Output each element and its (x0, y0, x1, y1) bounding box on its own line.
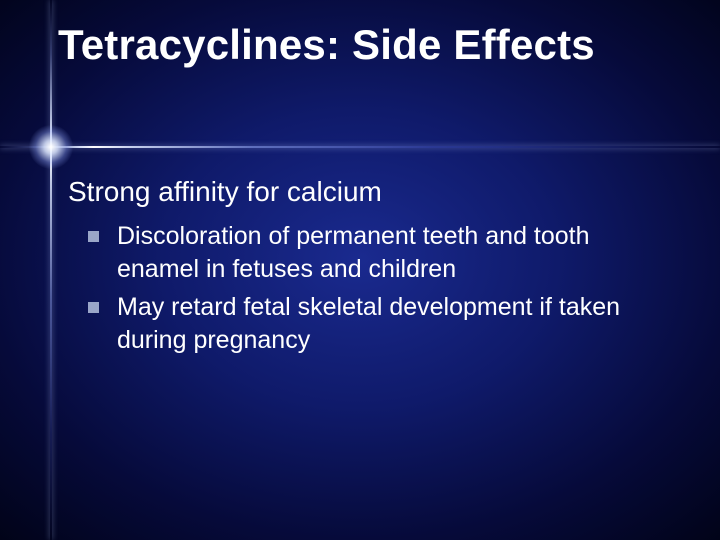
decorative-vertical-line (50, 0, 52, 540)
bullet-text: May retard fetal skeletal development if… (117, 291, 680, 356)
bullet-list: Discoloration of permanent teeth and too… (88, 220, 680, 362)
slide-title: Tetracyclines: Side Effects (58, 22, 595, 67)
decorative-horizontal-line (0, 146, 720, 148)
list-item: Discoloration of permanent teeth and too… (88, 220, 680, 285)
list-item: May retard fetal skeletal development if… (88, 291, 680, 356)
square-bullet-icon (88, 231, 99, 242)
bullet-text: Discoloration of permanent teeth and too… (117, 220, 680, 285)
slide-subtitle: Strong affinity for calcium (68, 174, 382, 209)
square-bullet-icon (88, 302, 99, 313)
